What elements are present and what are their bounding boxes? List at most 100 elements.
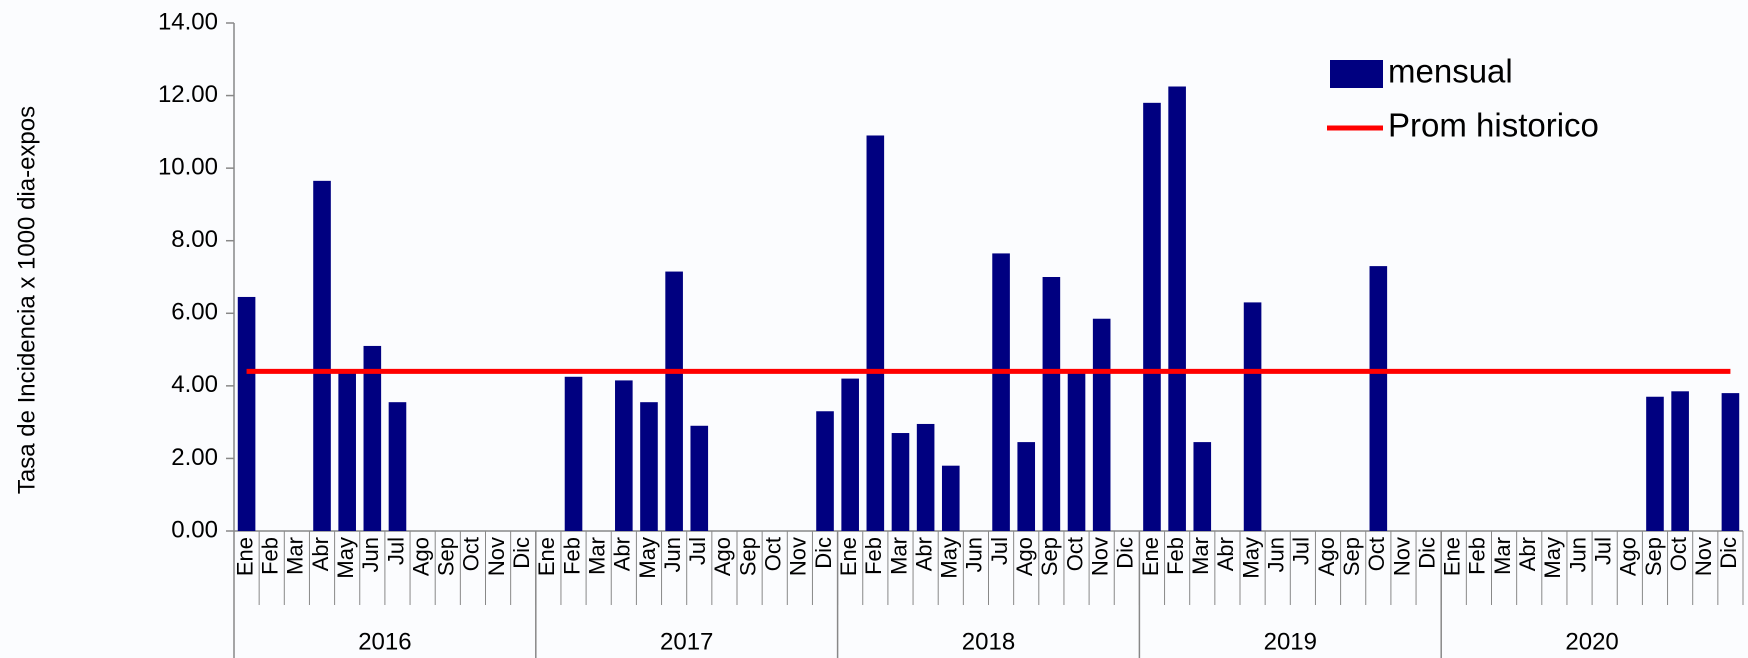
x-tick-label: Nov bbox=[1087, 537, 1112, 576]
x-tick-label: Jul bbox=[685, 537, 710, 565]
x-tick-label: Oct bbox=[761, 537, 786, 571]
y-tick-label: 12.00 bbox=[158, 81, 218, 108]
x-tick-label: Mar bbox=[283, 537, 308, 575]
x-tick-label: Abr bbox=[1515, 537, 1540, 571]
bar bbox=[1721, 393, 1740, 531]
x-tick-label: Jun bbox=[1565, 537, 1590, 572]
x-tick-label: Dic bbox=[1414, 537, 1439, 569]
bar bbox=[1017, 442, 1036, 531]
x-tick-label: Nov bbox=[484, 537, 509, 576]
legend-label: mensual bbox=[1388, 53, 1513, 90]
x-tick-label: Dic bbox=[1716, 537, 1741, 569]
bar bbox=[363, 345, 382, 531]
x-tick-label: May bbox=[1540, 537, 1565, 579]
x-tick-label: Abr bbox=[911, 537, 936, 571]
x-tick-label: Feb bbox=[1465, 537, 1490, 575]
bar bbox=[1671, 391, 1689, 531]
x-tick-label: May bbox=[1238, 537, 1263, 579]
x-tick-label: Jun bbox=[1264, 537, 1289, 572]
x-tick-label: Ago bbox=[408, 537, 433, 576]
bar bbox=[313, 180, 331, 532]
bar bbox=[891, 433, 910, 531]
x-tick-label: Oct bbox=[459, 537, 484, 571]
y-tick-label: 10.00 bbox=[158, 153, 218, 180]
bar bbox=[1042, 277, 1061, 531]
x-tick-label: Sep bbox=[1641, 537, 1666, 576]
bar bbox=[388, 402, 407, 531]
x-tick-label: Feb bbox=[1163, 537, 1188, 575]
bar bbox=[1646, 396, 1664, 531]
y-tick-label: 4.00 bbox=[171, 371, 218, 398]
x-tick-label: Sep bbox=[735, 537, 760, 576]
year-label: 2020 bbox=[1565, 628, 1618, 655]
x-tick-label: Ene bbox=[1138, 537, 1163, 576]
year-label: 2019 bbox=[1264, 628, 1317, 655]
bar bbox=[866, 135, 885, 531]
bar bbox=[665, 271, 683, 531]
x-tick-label: Jun bbox=[962, 537, 987, 572]
bar bbox=[841, 378, 859, 531]
bar bbox=[615, 380, 633, 531]
x-tick-label: Dic bbox=[811, 537, 836, 569]
x-tick-label: Sep bbox=[434, 537, 459, 576]
x-tick-label: Abr bbox=[610, 537, 635, 571]
x-tick-label: Feb bbox=[559, 537, 584, 575]
x-tick-label: Nov bbox=[1691, 537, 1716, 576]
x-tick-label: Jun bbox=[660, 537, 685, 572]
legend-label: Prom historico bbox=[1388, 107, 1599, 144]
x-tick-label: Jun bbox=[358, 537, 383, 572]
bar bbox=[1243, 302, 1262, 531]
x-tick-label: Ene bbox=[232, 537, 257, 576]
x-tick-label: Jul bbox=[987, 537, 1012, 565]
y-tick-label: 6.00 bbox=[171, 299, 218, 326]
bar bbox=[640, 402, 658, 531]
bar bbox=[992, 253, 1010, 531]
x-tick-label: Sep bbox=[1037, 537, 1062, 576]
x-tick-label: Dic bbox=[509, 537, 534, 569]
year-label: 2017 bbox=[660, 628, 713, 655]
bar bbox=[690, 425, 709, 531]
x-tick-label: Ene bbox=[534, 537, 559, 576]
x-tick-label: Feb bbox=[258, 537, 283, 575]
x-tick-label: Oct bbox=[1666, 537, 1691, 571]
bar bbox=[338, 371, 356, 531]
x-tick-label: Mar bbox=[1490, 537, 1515, 575]
x-tick-label: Jul bbox=[383, 537, 408, 565]
bar bbox=[816, 411, 834, 531]
x-tick-label: Nov bbox=[1389, 537, 1414, 576]
bar bbox=[916, 423, 935, 531]
y-axis-label: Tasa de Incidencia x 1000 dia-expos bbox=[13, 106, 40, 494]
bar bbox=[1168, 86, 1186, 531]
year-label: 2018 bbox=[962, 628, 1015, 655]
x-tick-label: Mar bbox=[886, 537, 911, 575]
x-tick-label: Ago bbox=[1314, 537, 1339, 576]
x-tick-label: Feb bbox=[861, 537, 886, 575]
bar bbox=[237, 296, 256, 531]
x-tick-label: Nov bbox=[786, 537, 811, 576]
bar bbox=[1067, 371, 1086, 531]
x-tick-label: Oct bbox=[1062, 537, 1087, 571]
x-tick-label: May bbox=[635, 537, 660, 579]
x-tick-label: Mar bbox=[1188, 537, 1213, 575]
bar bbox=[1369, 266, 1388, 531]
x-tick-label: Mar bbox=[584, 537, 609, 575]
x-tick-label: Jul bbox=[1289, 537, 1314, 565]
y-tick-label: 14.00 bbox=[158, 8, 218, 35]
legend-swatch bbox=[1330, 60, 1383, 88]
bar bbox=[564, 376, 583, 531]
x-tick-label: Jul bbox=[1590, 537, 1615, 565]
bar bbox=[1193, 442, 1212, 531]
x-tick-label: Oct bbox=[1364, 537, 1389, 571]
bar bbox=[1143, 102, 1161, 531]
x-tick-label: May bbox=[937, 537, 962, 579]
x-tick-label: Dic bbox=[1113, 537, 1138, 569]
x-tick-label: Ene bbox=[836, 537, 861, 576]
y-tick-label: 0.00 bbox=[171, 516, 218, 543]
x-tick-label: Ago bbox=[1616, 537, 1641, 576]
year-label: 2016 bbox=[358, 628, 411, 655]
x-tick-label: Sep bbox=[1339, 537, 1364, 576]
bar bbox=[1092, 318, 1111, 531]
x-tick-label: Ago bbox=[710, 537, 735, 576]
y-tick-label: 2.00 bbox=[171, 444, 218, 471]
